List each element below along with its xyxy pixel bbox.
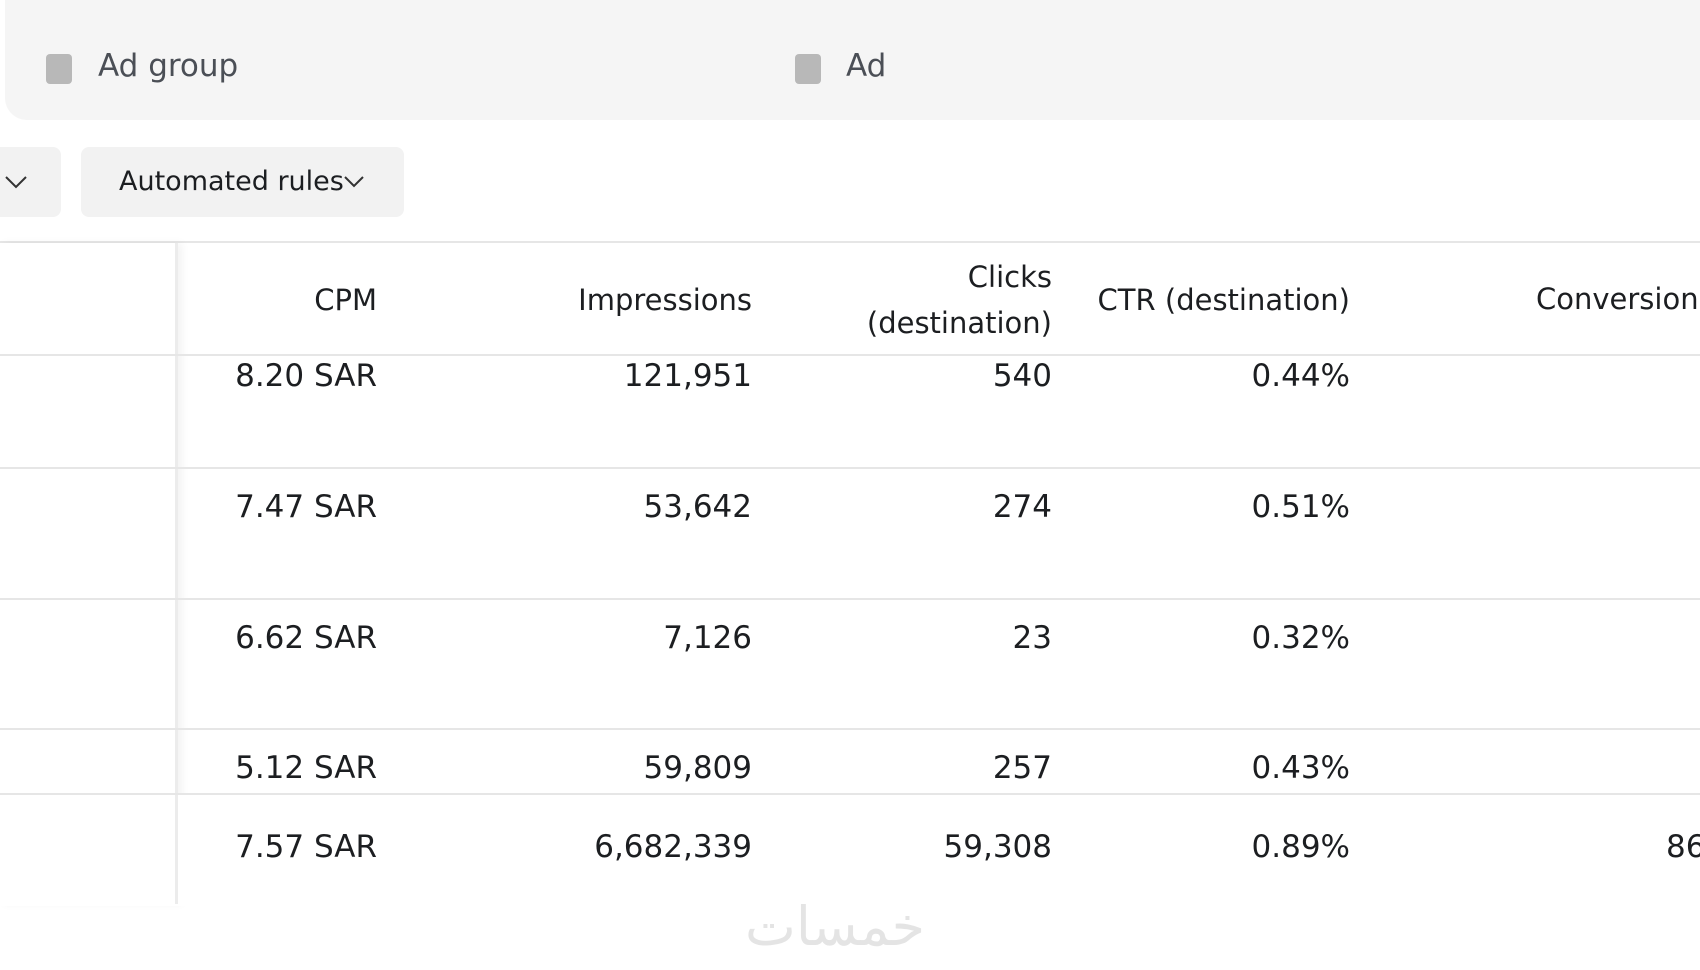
table-cell: 540	[992, 358, 1052, 394]
column-header: Clicks (destination)	[866, 260, 1052, 340]
sticky-column	[0, 795, 178, 904]
chevron	[344, 176, 364, 188]
tab-bar	[5, 0, 1700, 120]
total-cell: 6,682,339	[594, 829, 752, 865]
table-cell: 0.43%	[1251, 750, 1350, 786]
tab[interactable]: Ad group	[98, 48, 239, 84]
divider	[0, 241, 1700, 243]
row-divider	[0, 354, 1700, 356]
tab[interactable]: Ad	[846, 48, 887, 84]
tab-icon	[795, 54, 821, 84]
total-cell: 59,308	[943, 829, 1052, 865]
total-cell: 7.57 SAR	[235, 829, 377, 865]
table-cell: 5.12 SAR	[235, 750, 377, 786]
table-cell: 0.32%	[1251, 620, 1350, 656]
table-cell: 8.20 SAR	[235, 358, 377, 394]
column-header: Conversion	[1536, 282, 1699, 316]
button-label: Automated rules	[119, 166, 344, 197]
table-cell: 53,642	[643, 489, 752, 525]
total-cell: 86	[1666, 829, 1700, 865]
dropdown-button[interactable]: Automated rules	[81, 147, 404, 217]
table-cell: 23	[1012, 620, 1052, 656]
row-divider	[0, 728, 1700, 730]
column-header: CTR (destination)	[1097, 283, 1350, 317]
dropdown-button[interactable]	[0, 147, 61, 217]
table-cell: 0.44%	[1251, 358, 1350, 394]
row-divider	[0, 467, 1700, 469]
table-cell: 257	[992, 750, 1052, 786]
chevron	[5, 176, 27, 189]
column-header: CPM	[314, 283, 377, 317]
row-divider	[0, 598, 1700, 600]
tab-icon	[46, 54, 72, 84]
total-cell: 0.89%	[1251, 829, 1350, 865]
table-cell: 121,951	[623, 358, 752, 394]
table-cell: 7.47 SAR	[235, 489, 377, 525]
sticky-column	[0, 243, 178, 904]
table-cell: 6.62 SAR	[235, 620, 377, 656]
column-header: Impressions	[578, 283, 752, 317]
total-row	[0, 793, 1700, 906]
table-cell: 59,809	[643, 750, 752, 786]
table-cell: 274	[992, 489, 1052, 525]
table-cell: 7,126	[663, 620, 752, 656]
table-cell: 0.51%	[1251, 489, 1350, 525]
watermark: خمسات	[745, 895, 926, 958]
